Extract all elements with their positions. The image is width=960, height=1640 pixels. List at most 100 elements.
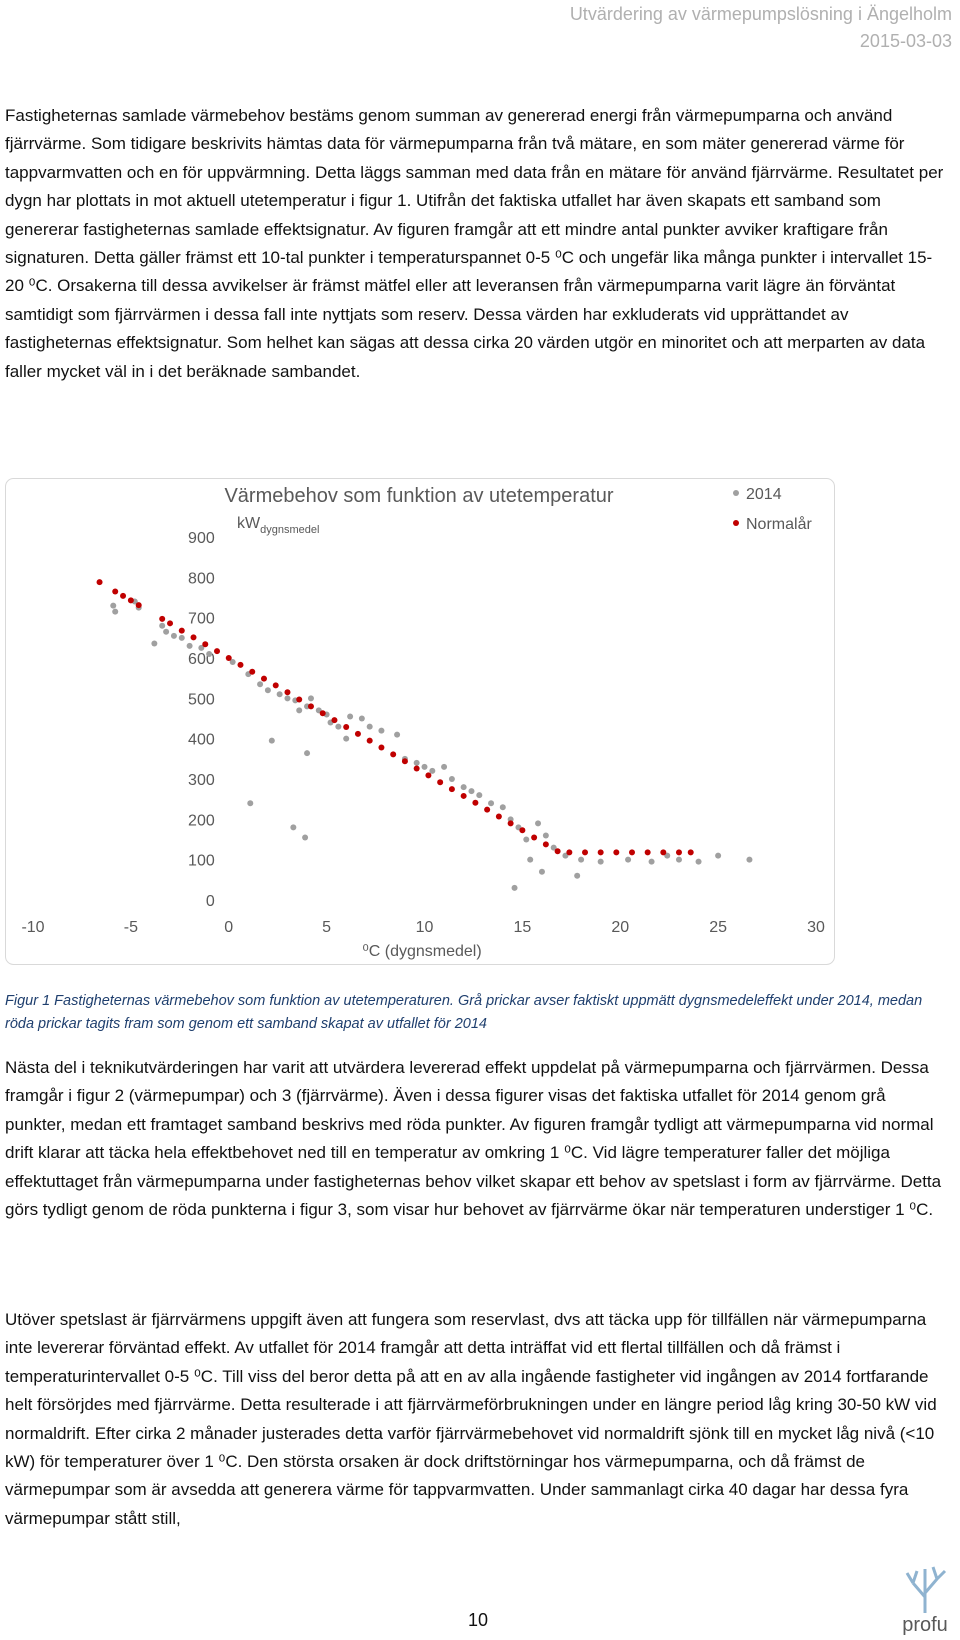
data-point (198, 644, 205, 651)
data-point (695, 858, 702, 865)
data-point (625, 856, 632, 863)
data-point (574, 872, 581, 879)
data-point (110, 602, 117, 609)
data-point (260, 675, 267, 682)
data-point (507, 820, 514, 827)
data-point (394, 731, 401, 738)
data-point (170, 632, 177, 639)
data-point (472, 799, 479, 806)
data-point (257, 681, 264, 688)
y-tick-label: 300 (188, 772, 215, 789)
data-point (335, 723, 342, 730)
y-label-main: kW (237, 515, 261, 532)
data-point (484, 806, 491, 813)
x-tick-label: 5 (322, 919, 331, 936)
data-point (178, 627, 185, 634)
legend-label: 2014 (746, 486, 782, 503)
data-point (531, 834, 538, 841)
data-point (648, 858, 655, 865)
data-point (566, 849, 573, 856)
data-point (120, 592, 127, 599)
data-point (190, 634, 197, 641)
y-tick-label: 700 (188, 611, 215, 628)
data-point (476, 792, 483, 799)
data-point (542, 832, 549, 839)
data-point (675, 849, 682, 856)
x-tick-label: 25 (709, 919, 727, 936)
data-point (135, 602, 142, 609)
chart: Värmebehov som funktion av utetemperatur… (5, 478, 835, 965)
data-point (425, 772, 432, 779)
data-point (276, 691, 283, 698)
data-point (582, 849, 589, 856)
paragraph: Fastigheternas samlade värmebehov bestäm… (5, 106, 944, 381)
data-point (448, 786, 455, 793)
data-point (519, 827, 526, 834)
data-point (660, 849, 667, 856)
data-point (112, 588, 119, 595)
logo-text: profu (902, 1614, 948, 1636)
data-point (358, 715, 365, 722)
page-number: 10 (468, 1610, 489, 1630)
data-point (488, 800, 495, 807)
data-point (538, 868, 545, 875)
data-point (628, 849, 635, 856)
data-point (644, 849, 651, 856)
data-point (268, 737, 275, 744)
x-tick-label: 30 (807, 919, 825, 936)
data-point (163, 628, 170, 635)
data-point (229, 659, 236, 666)
data-point (225, 655, 232, 661)
data-point (578, 856, 585, 863)
y-tick-label: 200 (188, 812, 215, 829)
legend-label: Normalår (746, 515, 812, 533)
x-tick-label: 10 (416, 919, 434, 936)
data-point (304, 750, 311, 757)
paragraph: Nästa del i teknikutvärderingen har vari… (5, 1058, 942, 1220)
data-point (550, 844, 557, 851)
data-point (460, 784, 467, 791)
data-point (429, 767, 436, 774)
data-point (237, 661, 244, 668)
data-point (597, 849, 604, 856)
legend-marker (733, 520, 739, 526)
data-point (523, 836, 530, 843)
data-point (202, 641, 209, 648)
y-tick-label: 400 (188, 732, 215, 749)
data-point (296, 707, 303, 714)
data-point (511, 884, 518, 891)
paragraph: Utöver spetslast är fjärrvärmens uppgift… (5, 1310, 937, 1528)
y-tick-label: 800 (188, 570, 215, 587)
data-point (378, 744, 385, 751)
data-point (597, 858, 604, 865)
data-point (413, 759, 420, 766)
x-tick-label: 0 (224, 919, 233, 936)
data-point (249, 668, 256, 675)
data-point (96, 579, 103, 586)
x-tick-label: 15 (513, 919, 531, 936)
data-point (441, 763, 448, 770)
data-point (675, 856, 682, 863)
data-point (495, 813, 502, 820)
x-tick-label: 20 (611, 919, 629, 936)
x-tick-label: -5 (124, 919, 138, 936)
data-point (746, 856, 753, 863)
data-point (331, 717, 338, 724)
data-point (390, 751, 397, 758)
data-point (214, 648, 221, 655)
data-point (542, 841, 549, 848)
data-point (527, 856, 534, 863)
data-point (159, 615, 166, 622)
data-point (687, 849, 694, 856)
data-point (272, 682, 279, 689)
data-point (460, 792, 467, 799)
y-tick-label: 500 (188, 691, 215, 708)
data-point (319, 710, 326, 717)
legend-marker (733, 490, 739, 496)
data-point (437, 779, 444, 786)
data-point (167, 620, 174, 627)
data-point (613, 849, 620, 856)
header-date: 2015-03-03 (859, 31, 952, 51)
x-tick-label: -10 (21, 919, 44, 936)
